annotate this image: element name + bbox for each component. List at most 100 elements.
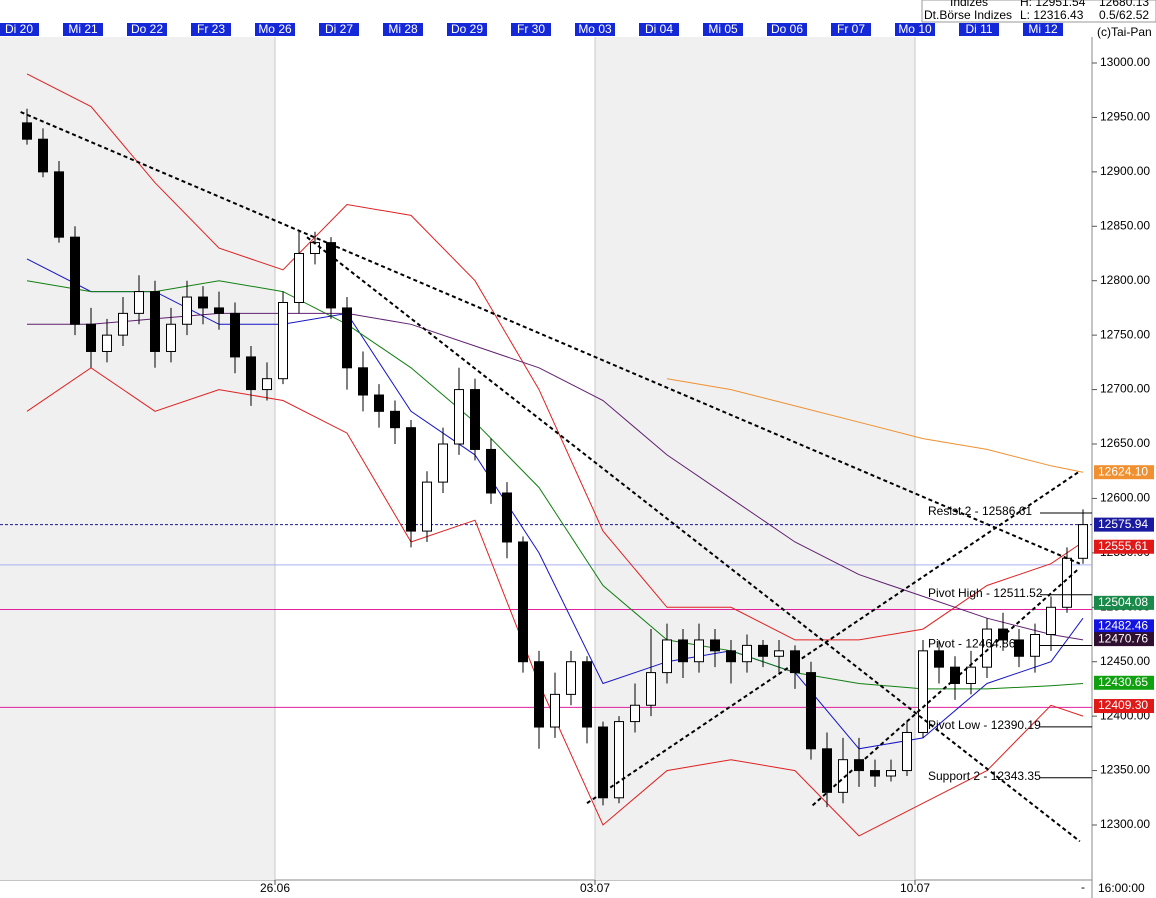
candle-body — [406, 427, 416, 532]
candle-body — [486, 448, 496, 494]
pivot-label: Resist 2 - 12586.61 — [928, 504, 1032, 518]
candle-body — [262, 378, 272, 391]
candle-body — [470, 389, 480, 450]
candle-body — [902, 731, 912, 772]
candle-body — [182, 296, 192, 325]
y-tick-label: 12300.00 — [1100, 817, 1150, 831]
price-tag-label: 12409.30 — [1098, 698, 1148, 712]
day-label-box — [831, 23, 871, 36]
price-tag-label: 12504.08 — [1098, 595, 1148, 609]
candle-body — [422, 481, 432, 532]
day-label: Do 22 — [131, 22, 163, 36]
info-change: 0.5/62.52 — [1099, 8, 1149, 22]
candle-body — [70, 236, 80, 325]
pivot-label: Pivot - 12464.86 — [928, 637, 1016, 651]
day-label: Do 06 — [771, 22, 803, 36]
price-tag — [1094, 465, 1154, 480]
price-tag-label: 12575.94 — [1098, 517, 1148, 531]
trend-line — [20, 111, 1081, 565]
candle-body — [982, 628, 992, 668]
indicator-line — [26, 73, 1084, 641]
y-tick-label: 12700.00 — [1100, 382, 1150, 396]
day-label-box — [63, 23, 103, 36]
candle-body — [822, 748, 832, 793]
day-label: Di 20 — [5, 22, 33, 36]
candle-body — [214, 307, 224, 314]
candle-body — [358, 367, 368, 396]
candle-body — [774, 650, 784, 657]
candle-body — [582, 661, 592, 728]
price-tag — [1094, 619, 1154, 634]
price-tag — [1094, 517, 1154, 532]
price-tag — [1094, 675, 1154, 690]
indicator-line — [666, 378, 1084, 473]
candle-body — [294, 253, 304, 303]
day-label: Di 04 — [645, 22, 673, 36]
day-label: Mo 26 — [258, 22, 292, 36]
day-label: Di 27 — [325, 22, 353, 36]
candle-body — [374, 394, 384, 412]
info-high: H: 12951.54 — [1020, 0, 1086, 9]
day-label: Fr 07 — [837, 22, 865, 36]
trend-line — [586, 470, 1081, 805]
day-label: Do 29 — [451, 22, 483, 36]
candle-body — [870, 770, 880, 777]
copyright: (c)Tai-Pan — [1097, 25, 1152, 39]
candle-body — [534, 661, 544, 728]
candle-body — [1030, 634, 1040, 657]
day-label-box — [255, 23, 295, 36]
info-box — [921, 0, 1156, 23]
candle-body — [550, 693, 560, 728]
pivot-label: Pivot Low - 12390.19 — [928, 718, 1041, 732]
candle-body — [998, 628, 1008, 641]
indicator-line — [26, 367, 1084, 837]
day-label: Mi 05 — [708, 22, 738, 36]
indicator-line — [26, 280, 1084, 690]
candle-body — [918, 650, 928, 733]
candle-body — [230, 312, 240, 358]
price-tag-label: 12470.76 — [1098, 631, 1148, 645]
candle-body — [86, 323, 96, 352]
price-tag-label: 12555.61 — [1098, 539, 1148, 553]
day-label: Di 11 — [965, 22, 992, 36]
info-low: L: 12316.43 — [1020, 8, 1084, 22]
y-tick-label: 12600.00 — [1100, 491, 1150, 505]
candle-body — [630, 704, 640, 723]
week-shade — [0, 37, 275, 880]
info-exchange: Dt.Börse Indizes — [924, 8, 1012, 22]
y-tick-label: 12800.00 — [1100, 273, 1150, 287]
day-label-box — [0, 23, 39, 36]
info-last: 12680.13 — [1099, 0, 1149, 9]
price-tag — [1094, 539, 1154, 554]
candle-body — [598, 726, 608, 799]
candle-body — [614, 721, 624, 799]
week-shade — [595, 37, 915, 880]
day-label-box — [959, 23, 999, 36]
candle-body — [54, 171, 64, 238]
indicator-line — [26, 258, 1084, 750]
candle-body — [646, 672, 656, 706]
candle-body — [934, 650, 944, 668]
day-label-box — [703, 23, 743, 36]
y-tick-label: 12850.00 — [1100, 218, 1150, 232]
candle-body — [342, 307, 352, 369]
day-label-box — [383, 23, 423, 36]
price-tag-label: 12430.65 — [1098, 675, 1148, 689]
day-label: Mi 28 — [388, 22, 418, 36]
price-tag — [1094, 595, 1154, 610]
day-label: Mo 03 — [578, 22, 612, 36]
y-tick-label: 12950.00 — [1100, 110, 1150, 124]
candle-body — [678, 639, 688, 663]
axis-marker: - — [1081, 880, 1085, 894]
price-tag-label: 12482.46 — [1098, 619, 1148, 633]
day-label-box — [767, 23, 807, 36]
y-tick-label: 12650.00 — [1100, 436, 1150, 450]
candle-body — [246, 356, 256, 391]
candle-body — [22, 122, 32, 140]
candle-body — [134, 291, 144, 314]
pivot-label: Support 2 - 12343.35 — [928, 769, 1041, 783]
day-label-box — [511, 23, 551, 36]
candle-body — [502, 492, 512, 543]
y-tick-label: 12750.00 — [1100, 327, 1150, 341]
candle-body — [966, 666, 976, 684]
